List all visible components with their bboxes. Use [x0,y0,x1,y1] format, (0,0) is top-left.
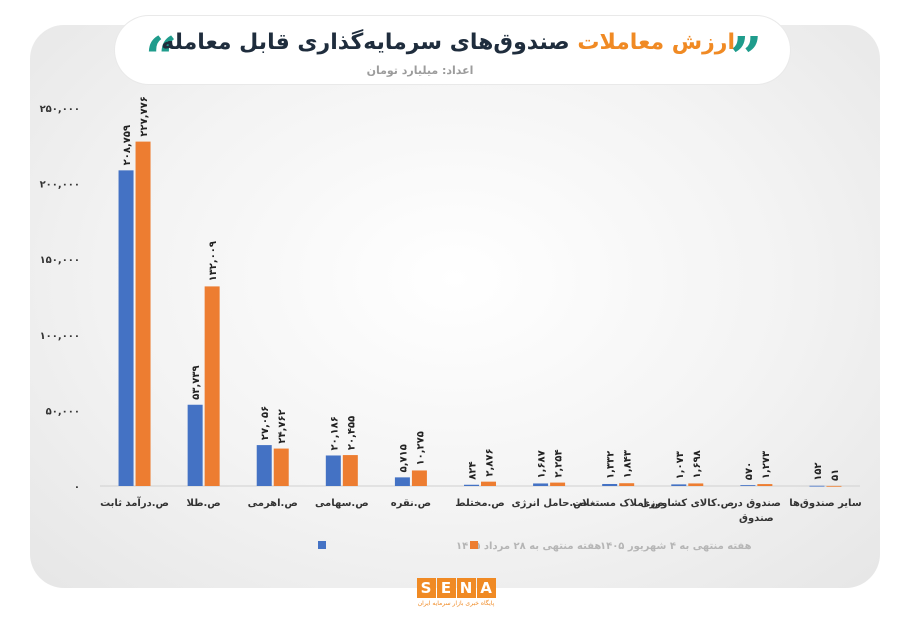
bar-value-label: ۱۵۲ [813,462,824,480]
title-main: صندوق‌های سرمایه‌گذاری قابل معامله [161,30,570,55]
chart-card [30,25,880,588]
bar-value-label: ۲۷,۰۵۶ [260,406,271,440]
bar-series-2 [135,141,151,486]
bar-series-2 [688,483,704,486]
bar-value-label: ۲,۲۵۴ [554,449,565,477]
bar-series-1 [602,483,618,486]
title-accent: ارزش معاملات [577,30,735,55]
legend-label-1: هفته منتهی به ۲۸ مرداد ۱۴۰۵ [456,541,601,552]
bar-value-label: ۱,۲۷۳ [761,451,772,479]
chart-subtitle: اعداد: میلیارد تومان [366,64,474,77]
x-tick-label: ص.طلا [187,498,221,509]
bar-series-1 [256,445,272,486]
bar-value-label: ۱۳۲,۰۰۹ [208,241,219,281]
logo-letter: S [416,578,436,598]
bar-value-label: ۲۲۷,۷۷۶ [139,96,150,136]
y-tick-label: ۱۵۰,۰۰۰ [40,255,80,266]
bar-series-1 [740,485,756,486]
bar-value-label: ۸۲۴ [468,461,479,479]
bar-series-2 [826,485,842,487]
bar-series-2 [481,481,496,486]
bar-series-1 [671,484,687,486]
bar-series-2 [757,484,773,486]
x-tick-label: ص.کالای کشاورزی [640,498,734,509]
y-tick-label: ۱۰۰,۰۰۰ [40,331,80,342]
y-tick-label: ۰ [74,482,80,493]
bar-value-label: ۲,۸۷۶ [485,448,496,476]
x-tick-label: ص.مختلط [455,498,505,509]
bar-value-label: ۵,۷۱۵ [398,444,409,472]
y-tick-label: ۵۰,۰۰۰ [46,406,80,417]
chart-title: ارزش معاملات صندوق‌های سرمایه‌گذاری قابل… [161,30,735,55]
bar-value-label: ۱,۸۴۳ [623,450,634,478]
bar-value-label: ۲۰,۱۸۶ [329,416,340,450]
bar-value-label: ۱,۶۹۸ [692,450,703,478]
bar-series-1 [187,404,203,486]
x-tick-label: صندوق [739,513,774,524]
logo-letter: N [456,578,476,598]
x-tick-label: سایر صندوق‌ها [789,498,862,509]
legend-label-2: هفته منتهی به ۴ شهریور ۱۴۰۵ [600,541,752,552]
x-tick-label: ص.اهرمی [248,498,298,509]
bar-value-label: ۱,۰۷۳ [675,451,686,479]
bar-series-2 [411,470,427,486]
bar-series-1 [118,170,134,487]
title-banner [115,16,790,84]
x-tick-label: ص.سهامی [315,498,369,509]
legend-swatch-1 [318,541,326,549]
bar-value-label: ۲۴,۷۶۲ [277,409,288,443]
bar-series-1 [325,455,341,486]
legend-swatch-2 [470,541,478,549]
bar-value-label: ۲۰,۴۵۵ [346,416,357,450]
bar-value-label: ۱,۳۳۲ [606,451,617,479]
bar-series-1 [464,484,479,486]
bar-series-2 [550,482,566,486]
bar-series-1 [394,477,410,486]
x-tick-label: ص.درآمد ثابت [100,496,169,509]
y-tick-label: ۲۵۰,۰۰۰ [40,104,80,115]
bar-series-1 [809,485,825,487]
bar-value-label: ۵۷۰ [744,462,755,480]
bar-value-label: ۵۳,۷۳۹ [191,365,202,399]
right-quote-icon: ” [730,25,763,91]
bar-value-label: ۱۰,۲۷۵ [415,431,426,465]
x-tick-label: صندوق در [731,498,781,509]
logo-letter: E [436,578,456,598]
bar-series-2 [619,483,635,486]
x-tick-label: ص.املاک مستغلات [572,498,664,509]
bar-value-label: ۵۱ [830,469,841,481]
left-quote-icon: “ [145,25,178,91]
bar-series-2 [342,455,358,486]
logo-letter: A [476,578,496,598]
logo-subtitle: پایگاه خبری بازار سرمایه ایران [417,600,495,607]
bar-series-2 [204,286,220,486]
bar-value-label: ۱,۶۸۷ [537,450,548,478]
bar-series-2 [273,448,289,486]
bar-series-1 [533,483,549,486]
y-tick-label: ۲۰۰,۰۰۰ [40,180,80,191]
bar-value-label: ۲۰۸,۷۵۹ [122,125,133,165]
x-tick-label: ص.نقره [391,498,431,509]
x-tick-label: ص.حامل انرژی [512,498,587,509]
